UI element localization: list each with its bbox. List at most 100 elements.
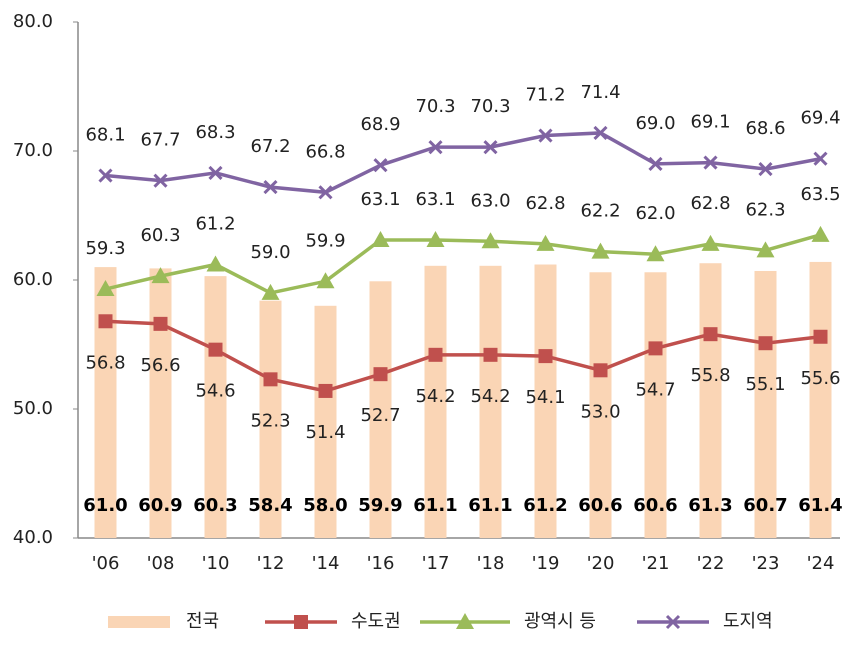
marker <box>208 342 223 357</box>
bar <box>534 264 557 538</box>
data-label: 71.4 <box>580 82 620 103</box>
x-tick-label: '12 <box>257 553 285 574</box>
y-tick-label: 70.0 <box>13 140 53 161</box>
data-label: 59.3 <box>85 238 125 259</box>
data-label: 56.8 <box>85 352 125 373</box>
data-label: 60.3 <box>140 225 180 246</box>
data-label: 68.9 <box>360 114 400 135</box>
data-label: 68.3 <box>195 122 235 143</box>
data-label: 52.3 <box>250 410 290 431</box>
x-tick-label: '21 <box>642 553 670 574</box>
marker <box>151 267 170 284</box>
data-label: 62.3 <box>745 199 785 220</box>
x-tick-label: '23 <box>752 553 780 574</box>
bar <box>94 267 117 538</box>
data-label: 69.4 <box>800 108 840 129</box>
data-label: 69.0 <box>635 113 675 134</box>
data-label: 54.2 <box>415 386 455 407</box>
marker <box>373 158 388 173</box>
bar <box>314 305 337 538</box>
data-label: 54.7 <box>635 379 675 400</box>
x-tick-label: '17 <box>422 553 450 574</box>
data-label: 61.3 <box>688 495 732 516</box>
data-label: 63.1 <box>415 189 455 210</box>
data-label: 55.6 <box>800 368 840 389</box>
marker <box>811 225 830 242</box>
x-tick-label: '19 <box>532 553 560 574</box>
bar <box>479 265 502 538</box>
data-label: 56.6 <box>140 355 180 376</box>
legend-swatch <box>108 616 170 628</box>
data-label: 70.3 <box>415 96 455 117</box>
marker <box>371 231 390 248</box>
marker <box>208 165 223 180</box>
marker <box>593 363 608 378</box>
marker <box>428 140 443 155</box>
data-label: 60.6 <box>633 495 677 516</box>
data-label: 58.0 <box>303 495 347 516</box>
marker <box>813 151 828 166</box>
y-tick-label: 80.0 <box>13 11 53 32</box>
marker <box>646 245 665 262</box>
data-label: 61.4 <box>798 495 842 516</box>
marker <box>96 280 115 297</box>
y-tick-label: 60.0 <box>13 269 53 290</box>
data-label: 52.7 <box>360 405 400 426</box>
data-label: 54.6 <box>195 381 235 402</box>
marker <box>758 161 773 177</box>
data-label: 63.5 <box>800 184 840 205</box>
marker <box>263 180 278 195</box>
marker <box>703 327 718 342</box>
data-label: 54.2 <box>470 386 510 407</box>
marker <box>98 168 113 183</box>
data-label: 71.2 <box>525 85 565 106</box>
marker <box>261 283 280 300</box>
x-tick-label: '22 <box>697 553 725 574</box>
data-label: 60.7 <box>743 495 787 516</box>
data-label: 60.3 <box>193 495 237 516</box>
x-tick-label: '08 <box>147 553 175 574</box>
line <box>105 131 821 195</box>
bar <box>644 272 667 538</box>
data-label: 63.1 <box>360 189 400 210</box>
y-tick-label: 40.0 <box>13 527 53 548</box>
x-tick-label: '20 <box>587 553 615 574</box>
marker <box>318 383 333 398</box>
data-label: 59.0 <box>250 242 290 263</box>
data-label: 68.1 <box>85 125 125 146</box>
marker <box>758 336 773 351</box>
data-label: 62.2 <box>580 201 620 222</box>
data-label: 61.1 <box>468 495 512 516</box>
data-label: 55.8 <box>690 365 730 386</box>
data-label: 61.2 <box>195 214 235 235</box>
line <box>105 319 821 393</box>
marker <box>648 156 663 171</box>
legend-label: 수도권 <box>351 611 401 632</box>
data-label: 67.2 <box>250 136 290 157</box>
marker <box>483 140 498 155</box>
x-tick-label: '18 <box>477 553 505 574</box>
data-label: 63.0 <box>470 190 510 211</box>
data-label: 59.9 <box>358 495 402 516</box>
bar <box>369 281 392 538</box>
data-label: 58.4 <box>248 495 292 516</box>
x-tick-label: '10 <box>202 553 230 574</box>
marker <box>428 347 443 362</box>
marker <box>373 367 388 382</box>
data-label: 69.1 <box>690 112 730 133</box>
marker <box>756 241 775 258</box>
y-tick-label: 50.0 <box>13 398 53 419</box>
marker <box>538 349 553 364</box>
marker <box>481 232 500 249</box>
data-label: 62.8 <box>525 193 565 214</box>
legend-marker <box>456 613 474 629</box>
data-label: 66.8 <box>305 141 345 162</box>
marker <box>153 173 168 188</box>
legend-label: 전국 <box>186 611 219 632</box>
data-label: 67.7 <box>140 130 180 151</box>
data-label: 60.9 <box>138 495 182 516</box>
marker <box>426 231 445 248</box>
data-label: 55.1 <box>745 374 785 395</box>
x-tick-label: '16 <box>367 553 395 574</box>
